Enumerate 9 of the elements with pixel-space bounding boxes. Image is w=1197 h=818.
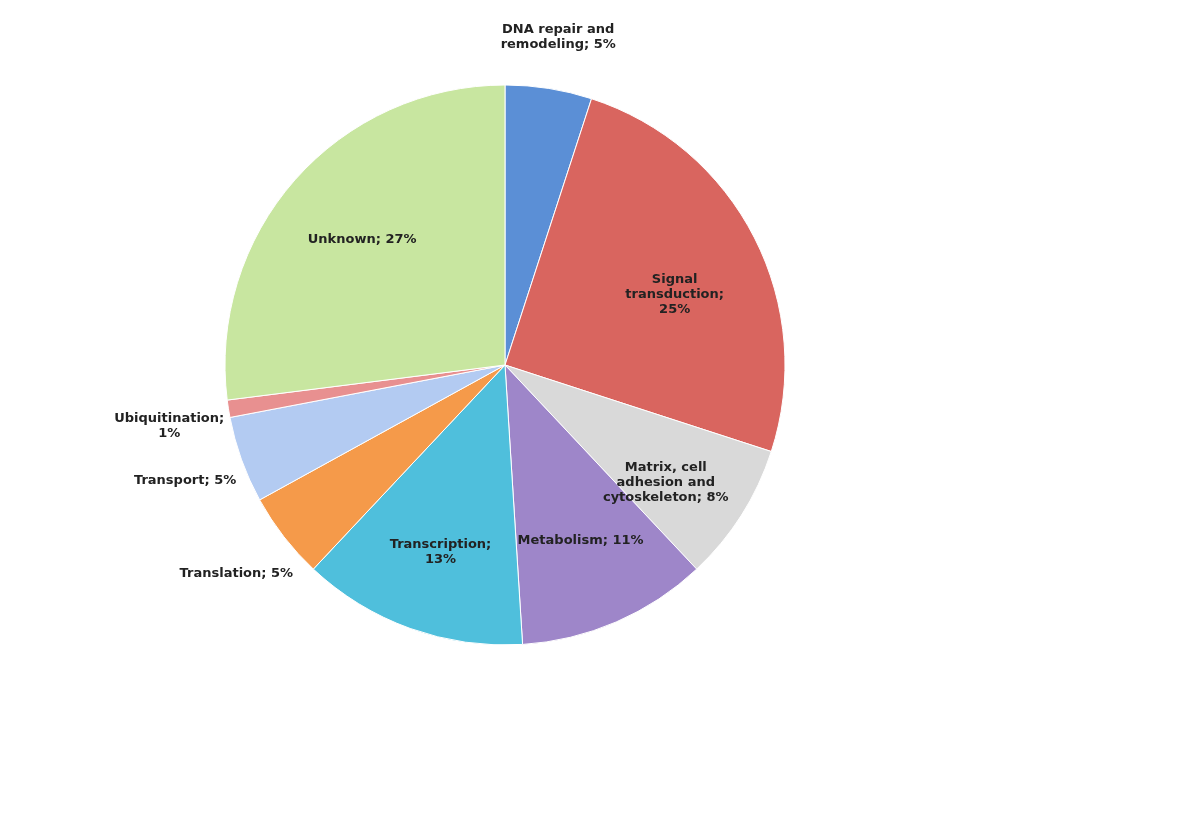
slice-label: Unknown; 27%: [307, 231, 417, 247]
slice-label: Matrix, cell adhesion and cytoskeleton; 8%: [602, 459, 729, 505]
slice-label: Transcription; 13%: [389, 536, 492, 567]
slice-label: Translation; 5%: [179, 565, 294, 581]
slice-label: Ubiquitination; 1%: [114, 410, 225, 441]
slice-label: DNA repair and remodeling; 5%: [500, 21, 616, 52]
slice-label: Signal transduction; 25%: [625, 270, 725, 316]
slice-label: Transport; 5%: [133, 472, 237, 488]
slice-label: Metabolism; 11%: [517, 531, 644, 547]
